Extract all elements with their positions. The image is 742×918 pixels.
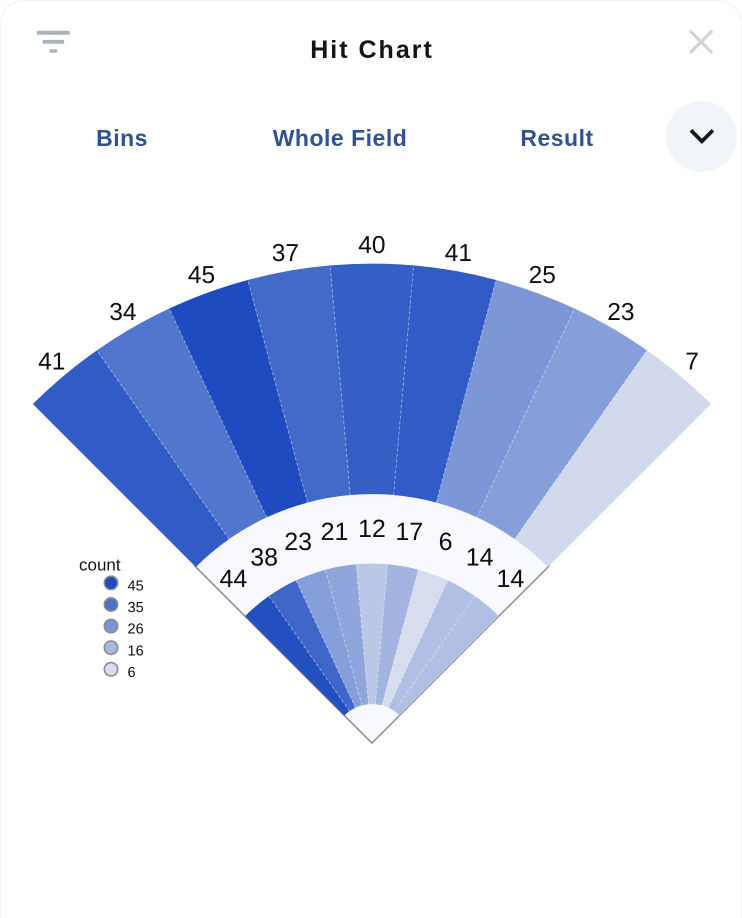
svg-text:40: 40	[358, 232, 385, 259]
svg-text:count: count	[79, 556, 121, 575]
svg-text:45: 45	[128, 579, 144, 595]
svg-text:41: 41	[38, 349, 65, 376]
svg-text:12: 12	[358, 515, 386, 543]
svg-text:21: 21	[321, 518, 349, 546]
svg-text:23: 23	[284, 528, 312, 556]
svg-text:6: 6	[439, 528, 453, 556]
svg-text:16: 16	[128, 643, 144, 659]
svg-text:37: 37	[272, 240, 299, 267]
svg-text:26: 26	[128, 622, 144, 638]
svg-text:17: 17	[395, 518, 423, 546]
svg-text:34: 34	[109, 299, 136, 326]
svg-text:44: 44	[219, 565, 247, 593]
svg-text:14: 14	[466, 544, 494, 572]
svg-text:14: 14	[497, 565, 525, 593]
svg-text:6: 6	[128, 665, 136, 681]
svg-text:35: 35	[128, 600, 144, 616]
svg-text:45: 45	[188, 262, 215, 289]
svg-text:25: 25	[529, 262, 556, 289]
svg-text:41: 41	[445, 240, 472, 267]
svg-text:38: 38	[250, 544, 278, 572]
svg-text:23: 23	[607, 299, 634, 326]
svg-text:7: 7	[685, 349, 699, 376]
